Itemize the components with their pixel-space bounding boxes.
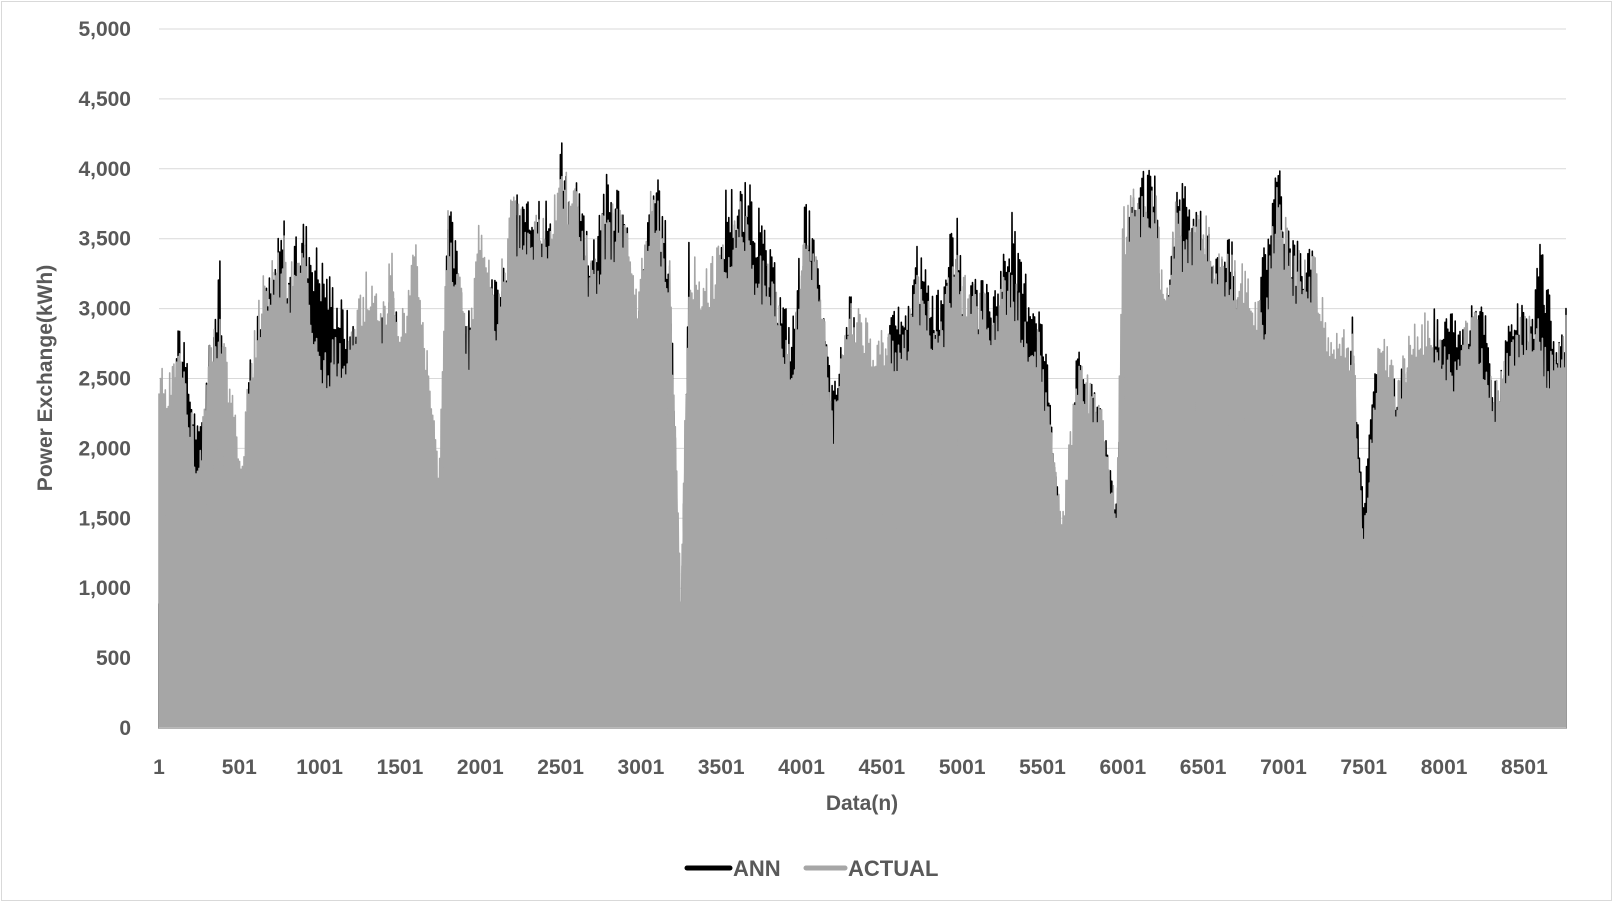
y-tick-label: 5,000 xyxy=(78,18,131,41)
x-tick-label: 8001 xyxy=(1421,756,1468,779)
y-tick-label: 500 xyxy=(96,647,131,670)
y-tick-labels: 0 500 1,000 1,500 2,000 2,500 3,000 3,500 4,000 4… xyxy=(78,18,131,740)
x-tick-labels: 1 501 1001 1501 2001 2501 3001 3501 4001 4501 5001… xyxy=(153,756,1548,779)
x-tick-label: 4001 xyxy=(778,756,825,779)
x-tick-label: 1 xyxy=(153,756,165,779)
x-tick-label: 5501 xyxy=(1019,756,1066,779)
y-tick-label: 1,500 xyxy=(78,507,131,530)
x-tick-label: 1501 xyxy=(377,756,424,779)
y-axis-title: Power Exchange(kWh) xyxy=(34,265,57,491)
x-axis-title: Data(n) xyxy=(826,792,898,815)
x-tick-label: 4501 xyxy=(858,756,905,779)
x-tick-label: 3001 xyxy=(618,756,665,779)
x-tick-label: 7501 xyxy=(1340,756,1387,779)
x-tick-label: 6501 xyxy=(1180,756,1227,779)
y-tick-label: 1,000 xyxy=(78,577,131,600)
x-tick-label: 5001 xyxy=(939,756,986,779)
y-tick-label: 4,500 xyxy=(78,88,131,111)
x-tick-label: 7001 xyxy=(1260,756,1307,779)
series-area xyxy=(158,142,1567,729)
legend-label-ann: ANN xyxy=(733,856,781,881)
legend: ANN ACTUAL xyxy=(684,856,938,881)
y-tick-label: 2,500 xyxy=(78,368,131,391)
x-tick-label: 1001 xyxy=(296,756,343,779)
x-tick-label: 8501 xyxy=(1501,756,1548,779)
series-line-actual xyxy=(158,171,1567,729)
y-tick-label: 3,000 xyxy=(78,298,131,321)
y-tick-label: 2,000 xyxy=(78,437,131,460)
y-tick-label: 0 xyxy=(119,717,131,740)
legend-label-actual: ACTUAL xyxy=(848,856,938,881)
x-tick-label: 2001 xyxy=(457,756,504,779)
x-tick-label: 501 xyxy=(222,756,257,779)
x-tick-label: 6001 xyxy=(1099,756,1146,779)
y-tick-label: 3,500 xyxy=(78,228,131,251)
y-tick-label: 4,000 xyxy=(78,158,131,181)
x-tick-label: 3501 xyxy=(698,756,745,779)
x-tick-label: 2501 xyxy=(537,756,584,779)
